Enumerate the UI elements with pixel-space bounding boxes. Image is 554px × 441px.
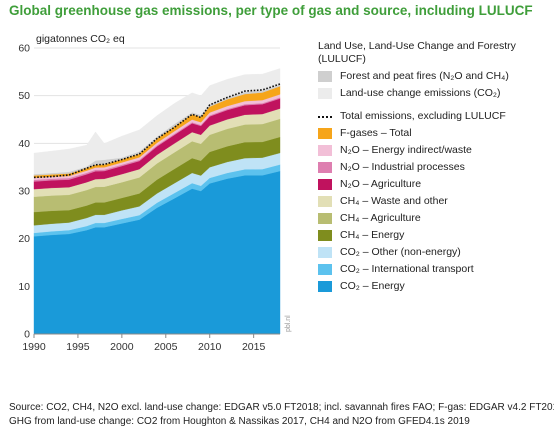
- total-excl-lulucf-line: [33, 83, 281, 179]
- y-tick-label: 10: [18, 281, 30, 293]
- y-tick-label: 30: [18, 186, 30, 198]
- legend-label: Total emissions, excluding LULUCF: [340, 110, 506, 122]
- x-tick-label: 2005: [154, 341, 178, 353]
- y-tick-label: 20: [18, 233, 30, 245]
- legend-label: N₂O – Energy indirect/waste: [340, 144, 472, 156]
- x-tick-label: 2010: [198, 341, 222, 353]
- x-tick-label: 2000: [110, 341, 134, 353]
- source-line: Source: CO2, CH4, N2O excl. land-use cha…: [9, 402, 554, 413]
- legend-item-total-line: Total emissions, excluding LULUCF: [318, 110, 550, 123]
- chart-title: Global greenhouse gas emissions, per typ…: [9, 3, 533, 18]
- legend-swatch: [318, 128, 332, 139]
- legend-label: CO₂ – Other (non-energy): [340, 246, 461, 258]
- legend-label: Land-use change emissions (CO₂): [340, 87, 501, 99]
- legend-item-4: CH₄ – Waste and other: [318, 195, 550, 208]
- legend-label: CO₂ – Energy: [340, 280, 405, 292]
- legend-item-3: N₂O – Agriculture: [318, 178, 550, 191]
- legend-item-6: CH₄ – Energy: [318, 229, 550, 242]
- legend-swatch: [318, 145, 332, 156]
- legend-label: N₂O – Industrial processes: [340, 161, 465, 173]
- legend-swatch: [318, 196, 332, 207]
- legend-label: F-gases – Total: [340, 127, 412, 139]
- legend-label: CH₄ – Agriculture: [340, 212, 421, 224]
- x-tick-label: 1995: [66, 341, 90, 353]
- x-tick-label: 2015: [242, 341, 266, 353]
- source-line: GHG from land-use change: CO2 from Hough…: [9, 416, 470, 427]
- legend-item-0: F-gases – Total: [318, 127, 550, 140]
- dotted-line-swatch: [318, 116, 332, 118]
- legend-label: Forest and peat fires (N₂O and CH₄): [340, 70, 509, 82]
- y-axis-unit-label: gigatonnes CO₂ eq: [36, 33, 125, 45]
- legend-item-9: CO₂ – Energy: [318, 280, 550, 293]
- legend-swatch: [318, 230, 332, 241]
- legend-swatch: [318, 247, 332, 258]
- legend: Land Use, Land-Use Change and Forestry (…: [318, 40, 550, 297]
- y-tick-label: 40: [18, 138, 30, 150]
- legend-item-8: CO₂ – International transport: [318, 263, 550, 276]
- legend-item-7: CO₂ – Other (non-energy): [318, 246, 550, 259]
- legend-item-1: N₂O – Energy indirect/waste: [318, 144, 550, 157]
- legend-swatch: [318, 264, 332, 275]
- legend-item-5: CH₄ – Agriculture: [318, 212, 550, 225]
- y-tick-label: 60: [18, 43, 30, 55]
- legend-swatch: [318, 213, 332, 224]
- legend-lulucf-heading: Land Use, Land-Use Change and Forestry (…: [318, 40, 516, 65]
- legend-item-lulucf-1: Land-use change emissions (CO₂): [318, 87, 550, 100]
- watermark: pbl.nl: [285, 315, 292, 332]
- legend-label: CH₄ – Energy: [340, 229, 405, 241]
- legend-swatch: [318, 88, 332, 99]
- legend-swatch: [318, 179, 332, 190]
- legend-item-lulucf-0: Forest and peat fires (N₂O and CH₄): [318, 70, 550, 83]
- legend-label: CO₂ – International transport: [340, 263, 474, 275]
- legend-label: CH₄ – Waste and other: [340, 195, 448, 207]
- legend-label: N₂O – Agriculture: [340, 178, 422, 190]
- source-note: Source: CO2, CH4, N2O excl. land-use cha…: [9, 401, 554, 429]
- stacked-area-chart: 0 10 20 30 40 50 60 1990 1995 2000 2005 2010 2015 pbl…: [18, 43, 292, 354]
- legend-swatch: [318, 71, 332, 82]
- legend-item-2: N₂O – Industrial processes: [318, 161, 550, 174]
- x-tick-label: 1990: [22, 341, 46, 353]
- legend-swatch: [318, 162, 332, 173]
- legend-swatch: [318, 281, 332, 292]
- y-tick-label: 0: [24, 329, 30, 341]
- y-tick-label: 50: [18, 90, 30, 102]
